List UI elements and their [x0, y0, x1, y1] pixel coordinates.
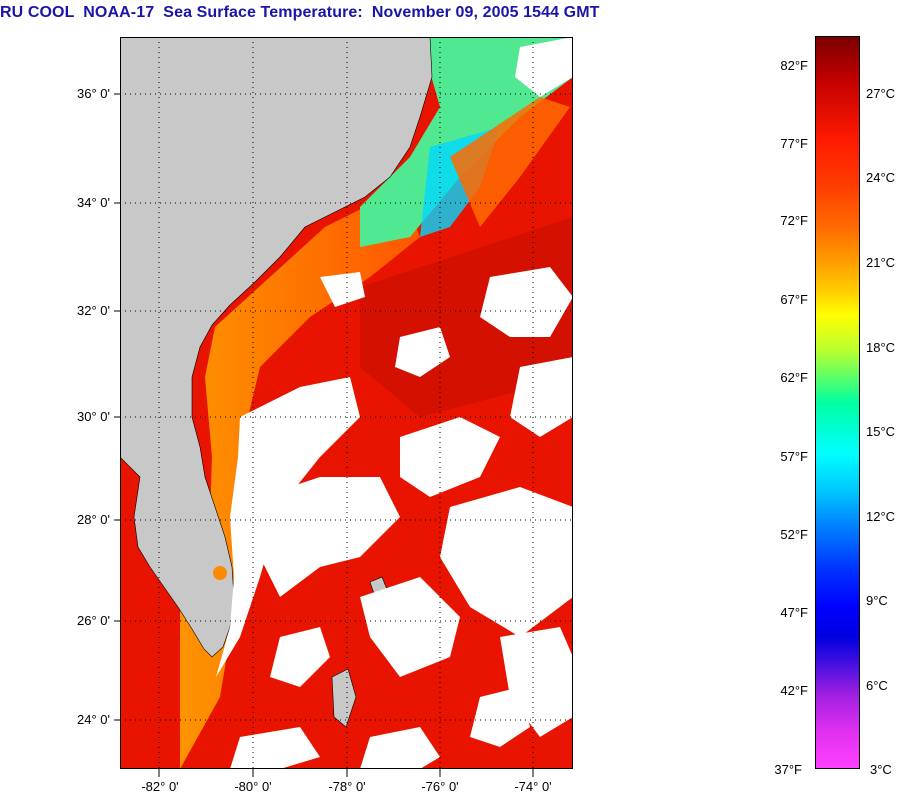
cloud-mask	[216, 37, 573, 769]
lat-label: 26° 0'	[77, 613, 110, 628]
fahrenheit-label: 77°F	[780, 136, 808, 151]
lat-label: 32° 0'	[77, 303, 110, 318]
lon-label: -74° 0'	[514, 779, 552, 794]
fahrenheit-label: 57°F	[780, 449, 808, 464]
warm-filament	[450, 97, 570, 227]
axis-ticks	[114, 93, 534, 777]
map-frame	[120, 37, 573, 769]
celsius-label: 21°C	[866, 255, 896, 270]
lat-label: 34° 0'	[77, 195, 110, 210]
lon-label: -78° 0'	[328, 779, 366, 794]
celsius-label: 18°C	[866, 340, 896, 355]
warm-spot	[213, 566, 227, 580]
celsius-label: 6°C	[866, 678, 888, 693]
fahrenheit-label: 82°F	[780, 58, 808, 73]
lon-label: -82° 0'	[141, 779, 179, 794]
lon-label: -76° 0'	[421, 779, 459, 794]
lat-label: 24° 0'	[77, 712, 110, 727]
celsius-label: 3°C	[870, 762, 892, 777]
land-bahamas	[331, 668, 357, 728]
land-mainland	[120, 37, 433, 658]
lat-label: 36° 0'	[77, 86, 110, 101]
fahrenheit-label: 37°F	[774, 762, 802, 777]
lat-label: 30° 0'	[77, 409, 110, 424]
fahrenheit-label: 52°F	[780, 527, 808, 542]
page-title: RU COOL NOAA-17 Sea Surface Temperature:…	[0, 4, 600, 21]
lon-label: -80° 0'	[234, 779, 272, 794]
fahrenheit-label: 47°F	[780, 605, 808, 620]
shelf-water	[180, 197, 420, 769]
temperature-colorbar	[815, 36, 860, 769]
sst-map	[120, 37, 573, 769]
celsius-label: 27°C	[866, 86, 896, 101]
celsius-label: 24°C	[866, 170, 896, 185]
fahrenheit-label: 72°F	[780, 213, 808, 228]
celsius-label: 9°C	[866, 593, 888, 608]
celsius-label: 12°C	[866, 509, 896, 524]
celsius-label: 15°C	[866, 424, 896, 439]
lat-label: 28° 0'	[77, 512, 110, 527]
lat-lon-grid	[120, 37, 573, 769]
fahrenheit-label: 42°F	[780, 683, 808, 698]
fahrenheit-label: 67°F	[780, 292, 808, 307]
fahrenheit-label: 62°F	[780, 370, 808, 385]
